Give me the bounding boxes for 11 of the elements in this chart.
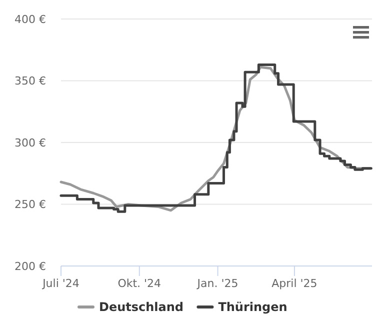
y-tick-label: 300 € xyxy=(14,136,46,150)
y-tick-label: 250 € xyxy=(14,198,46,212)
x-tick-label: Jan. '25 xyxy=(196,276,238,290)
y-tick-label: 200 € xyxy=(14,260,46,273)
y-tick-label: 350 € xyxy=(14,74,46,88)
x-tick-label: Okt. '24 xyxy=(118,276,162,290)
legend-label: Thüringen xyxy=(218,300,288,314)
y-tick-label: 400 € xyxy=(14,12,46,26)
legend-label: Deutschland xyxy=(99,300,184,314)
x-tick-label: April '25 xyxy=(272,276,318,290)
x-tick-label: Juli '24 xyxy=(42,276,80,290)
